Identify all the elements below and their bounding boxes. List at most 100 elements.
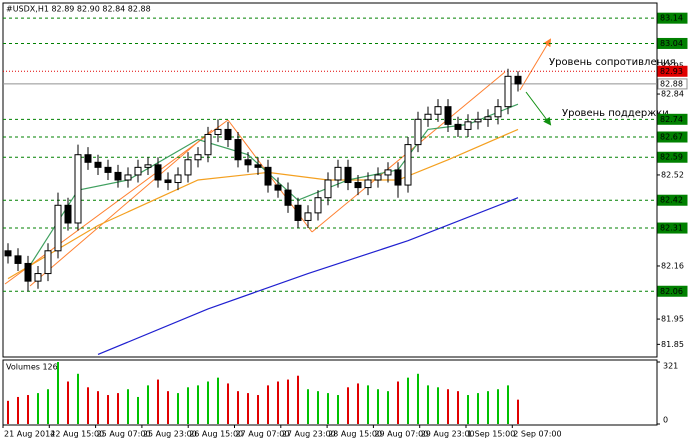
candle-body <box>234 139 242 161</box>
candle-body <box>414 118 422 146</box>
candle-body <box>14 255 22 264</box>
x-tick-label: 25 Aug 07:00 <box>97 430 151 439</box>
candle-body <box>444 106 452 125</box>
level-box <box>657 194 688 206</box>
moving-average <box>97 197 519 356</box>
level-label: 83.14 <box>660 14 683 23</box>
x-tick-label: 1 Sep 15:00 <box>467 430 515 439</box>
candle-body <box>24 262 32 282</box>
candle-body <box>294 204 302 221</box>
x-tick-label: 29 Aug 07:00 <box>374 430 428 439</box>
candle-body <box>334 166 342 181</box>
candle-body <box>284 189 292 206</box>
candle-body <box>304 212 312 221</box>
candle-body <box>154 164 162 181</box>
candle-body <box>324 179 332 199</box>
y-tick-label: 81.95 <box>661 315 684 324</box>
level-box <box>657 113 688 125</box>
candle-body <box>184 159 192 176</box>
candle-body <box>84 154 92 163</box>
x-tick-label: 28 Aug 15:00 <box>328 430 382 439</box>
level-label: 82.88 <box>660 79 683 88</box>
y-tick-label: 82.52 <box>661 170 684 179</box>
candle-body <box>174 174 182 184</box>
level-label: 82.42 <box>660 196 683 205</box>
candle-body <box>194 154 202 161</box>
candle-body <box>224 128 232 141</box>
candle-body <box>434 106 442 115</box>
candle-body <box>394 169 402 186</box>
candle-body <box>354 182 362 189</box>
trend-line <box>29 129 213 287</box>
candle-body <box>144 164 152 168</box>
level-box <box>657 222 688 234</box>
moving-average <box>7 128 519 280</box>
volume-title: Volumes 126 <box>6 363 58 372</box>
level-label: 82.67 <box>660 133 683 142</box>
x-tick-label: 25 Aug 23:00 <box>143 430 197 439</box>
level-label: 82.74 <box>660 115 683 124</box>
level-label: 83.04 <box>660 39 683 48</box>
arrow <box>519 38 552 91</box>
y-tick-label: 321 <box>663 362 678 371</box>
candle-body <box>104 166 112 173</box>
candle-body <box>454 123 462 130</box>
y-tick-label: 82.16 <box>661 261 684 270</box>
candle-body <box>504 75 512 108</box>
candle-body <box>374 174 382 181</box>
candle-body <box>264 166 272 186</box>
x-tick-label: 27 Aug 23:00 <box>282 430 336 439</box>
candle-body <box>514 75 522 85</box>
level-box <box>657 37 688 49</box>
x-tick-label: 2 Sep 07:00 <box>513 430 561 439</box>
annotation: Уровень поддержки <box>562 108 669 119</box>
candle-body <box>54 204 62 252</box>
candle-body <box>344 166 352 184</box>
level-box <box>657 65 688 77</box>
level-box <box>657 78 688 90</box>
candle-body <box>114 171 122 181</box>
candle-body <box>494 106 502 118</box>
candle-body <box>384 169 392 176</box>
x-tick-label: 26 Aug 15:00 <box>189 430 243 439</box>
candle-body <box>74 154 82 224</box>
level-box <box>657 12 688 24</box>
x-tick-label: 22 Aug 15:00 <box>50 430 104 439</box>
annotation: Уровень сопротивления <box>549 57 676 68</box>
candle-body <box>254 164 262 168</box>
candle-body <box>214 128 222 135</box>
level-label: 82.31 <box>660 224 683 233</box>
level-box <box>657 131 688 143</box>
x-tick-label: 27 Aug 07:00 <box>236 430 290 439</box>
level-label: 82.59 <box>660 153 683 162</box>
candle-body <box>124 174 132 181</box>
candle-body <box>474 118 482 123</box>
candle-body <box>424 113 432 120</box>
candle-body <box>484 116 492 120</box>
y-tick-label: 82.84 <box>661 90 684 99</box>
candle-body <box>134 166 142 176</box>
x-tick-label: 29 Aug 23:00 <box>421 430 475 439</box>
candle-body <box>94 161 102 168</box>
arrow <box>525 91 552 126</box>
level-label: 82.93 <box>660 67 683 76</box>
x-tick-label: 21 Aug 2014 <box>4 430 55 439</box>
y-tick-label: 81.85 <box>661 340 684 349</box>
candle-body <box>364 179 372 189</box>
level-label: 82.06 <box>660 287 683 296</box>
candle-body <box>274 184 282 191</box>
candle-body <box>164 179 172 184</box>
level-box <box>657 285 688 297</box>
candle-body <box>204 133 212 156</box>
y-tick-label: 0 <box>663 416 668 425</box>
chart-title: #USDX,H1 82.89 82.90 82.84 82.88 <box>6 5 151 14</box>
level-box <box>657 151 688 163</box>
volume-panel <box>2 359 658 426</box>
candle-body <box>34 273 42 282</box>
trend-line <box>4 119 229 285</box>
candle-body <box>404 144 412 186</box>
candle-body <box>464 121 472 130</box>
candle-body <box>44 250 52 275</box>
candle-body <box>64 204 72 224</box>
